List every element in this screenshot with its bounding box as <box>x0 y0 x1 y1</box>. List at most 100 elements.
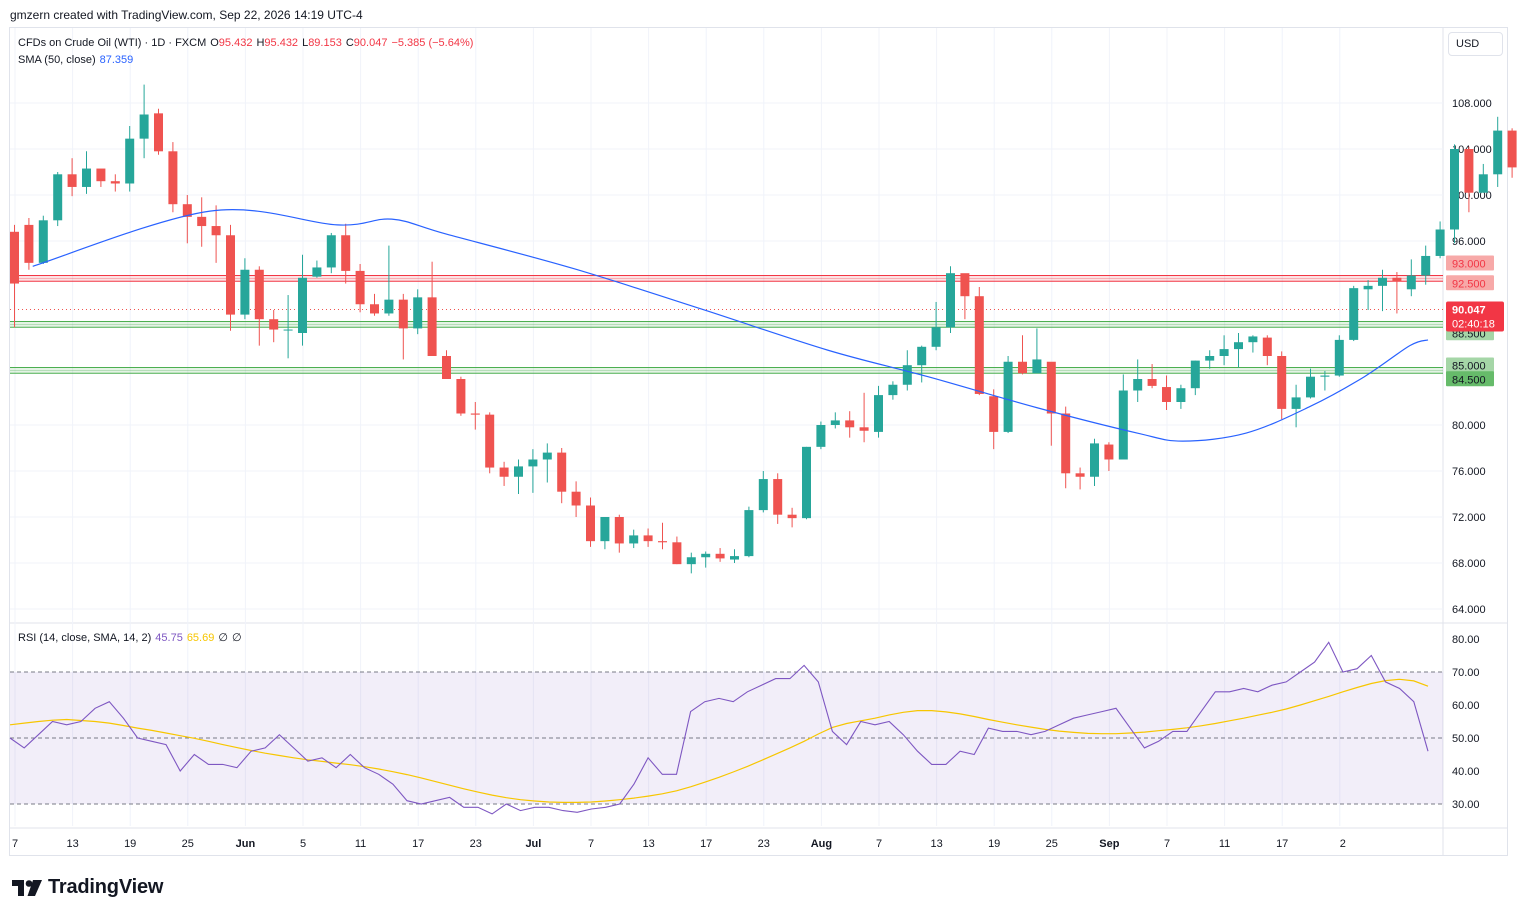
candle-down[interactable] <box>96 168 106 182</box>
candle-up[interactable] <box>1003 361 1013 432</box>
candle-down[interactable] <box>370 304 379 314</box>
candle-up[interactable] <box>830 420 840 425</box>
candle-down[interactable] <box>1046 361 1056 414</box>
candle-down[interactable] <box>571 491 581 506</box>
candle-up[interactable] <box>816 425 826 447</box>
candle-up[interactable] <box>384 299 394 314</box>
candle-up[interactable] <box>53 174 63 221</box>
candle-down[interactable] <box>787 514 797 519</box>
candle-down[interactable] <box>355 270 365 305</box>
candle-down[interactable] <box>1018 361 1027 374</box>
candle-up[interactable] <box>514 466 523 477</box>
symbol-label[interactable]: CFDs on Crude Oil (WTI) · 1D · FXCM <box>18 37 207 49</box>
candle-up[interactable] <box>1176 388 1186 402</box>
candle-up[interactable] <box>629 535 639 544</box>
candle-up[interactable] <box>1478 174 1488 193</box>
rsi-label[interactable]: RSI (14, close, SMA, 14, 2) <box>18 632 152 644</box>
candle-up[interactable] <box>82 168 91 187</box>
candle-down[interactable] <box>67 174 77 187</box>
candle-up[interactable] <box>1450 149 1459 230</box>
candle-up[interactable] <box>1291 397 1301 409</box>
candle-up[interactable] <box>312 267 322 277</box>
candle-down[interactable] <box>110 181 120 184</box>
candle-up[interactable] <box>326 235 336 268</box>
candle-down[interactable] <box>1061 413 1071 474</box>
candle-up[interactable] <box>1234 342 1243 350</box>
rsi-line[interactable] <box>9 641 1429 815</box>
candle-up[interactable] <box>139 114 149 139</box>
candle-down[interactable] <box>154 113 163 152</box>
candle-up[interactable] <box>1190 360 1200 389</box>
candle-up[interactable] <box>1378 277 1387 286</box>
candle-down[interactable] <box>398 299 408 329</box>
candle-up[interactable] <box>542 452 552 460</box>
candle-up[interactable] <box>744 510 754 557</box>
candle-up[interactable] <box>600 517 610 542</box>
candle-down[interactable] <box>1392 277 1402 282</box>
candle-down[interactable] <box>773 479 783 515</box>
candle-down[interactable] <box>427 297 437 356</box>
candle-down[interactable] <box>470 413 480 415</box>
candle-down[interactable] <box>499 467 509 477</box>
candle-up[interactable] <box>917 346 927 366</box>
candle-up[interactable] <box>701 553 711 558</box>
candle-down[interactable] <box>672 542 682 565</box>
candle-up[interactable] <box>413 297 423 329</box>
candle-up[interactable] <box>38 220 48 263</box>
candle-down[interactable] <box>485 414 495 468</box>
candle-down[interactable] <box>1147 379 1157 386</box>
candle-up[interactable] <box>874 395 883 432</box>
candle-down[interactable] <box>1277 356 1287 409</box>
candle-down[interactable] <box>1104 444 1114 460</box>
candle-up[interactable] <box>1320 375 1330 377</box>
candle-down[interactable] <box>341 235 351 271</box>
candle-up[interactable] <box>686 557 696 565</box>
candle-up[interactable] <box>1090 443 1099 477</box>
candle-up[interactable] <box>902 365 912 385</box>
candle-down[interactable] <box>658 541 667 543</box>
candle-up[interactable] <box>1205 356 1215 361</box>
candle-up[interactable] <box>1334 339 1344 376</box>
candle-down[interactable] <box>182 204 192 217</box>
candle-up[interactable] <box>758 479 768 511</box>
candle-up[interactable] <box>283 329 293 331</box>
candle-up[interactable] <box>1219 349 1229 356</box>
candle-down[interactable] <box>614 517 624 544</box>
candle-up[interactable] <box>528 459 538 467</box>
candle-down[interactable] <box>715 553 725 559</box>
candle-up[interactable] <box>1406 275 1416 290</box>
candle-up[interactable] <box>1118 390 1128 460</box>
candle-up[interactable] <box>240 269 250 315</box>
candle-up[interactable] <box>1248 336 1258 343</box>
candle-down[interactable] <box>24 224 34 263</box>
candle-up[interactable] <box>730 556 739 560</box>
candle-down[interactable] <box>168 151 178 205</box>
candle-up[interactable] <box>946 273 955 328</box>
candle-up[interactable] <box>125 138 135 184</box>
candle-down[interactable] <box>10 231 19 284</box>
sma-label[interactable]: SMA (50, close) <box>18 54 96 66</box>
candle-down[interactable] <box>1507 130 1517 168</box>
candle-down[interactable] <box>557 452 567 492</box>
candle-down[interactable] <box>1162 387 1171 402</box>
candle-up[interactable] <box>802 446 811 519</box>
candle-down[interactable] <box>859 427 869 431</box>
candle-up[interactable] <box>1435 229 1445 256</box>
candle-down[interactable] <box>643 535 653 542</box>
candle-up[interactable] <box>1421 255 1431 276</box>
candle-up[interactable] <box>931 327 941 347</box>
candle-up[interactable] <box>1363 285 1373 290</box>
candle-up[interactable] <box>888 384 898 396</box>
candle-down[interactable] <box>960 273 970 297</box>
candle-up[interactable] <box>1306 376 1315 398</box>
candle-up[interactable] <box>1032 359 1042 374</box>
candle-down[interactable] <box>197 216 207 227</box>
candle-down[interactable] <box>845 420 855 428</box>
candle-down[interactable] <box>456 379 466 414</box>
candle-down[interactable] <box>226 235 235 315</box>
candle-up[interactable] <box>1133 379 1143 391</box>
sma-50-line[interactable] <box>32 209 1429 442</box>
currency-button[interactable]: USD <box>1448 32 1503 56</box>
candle-down[interactable] <box>586 505 595 542</box>
candle-down[interactable] <box>211 226 221 236</box>
